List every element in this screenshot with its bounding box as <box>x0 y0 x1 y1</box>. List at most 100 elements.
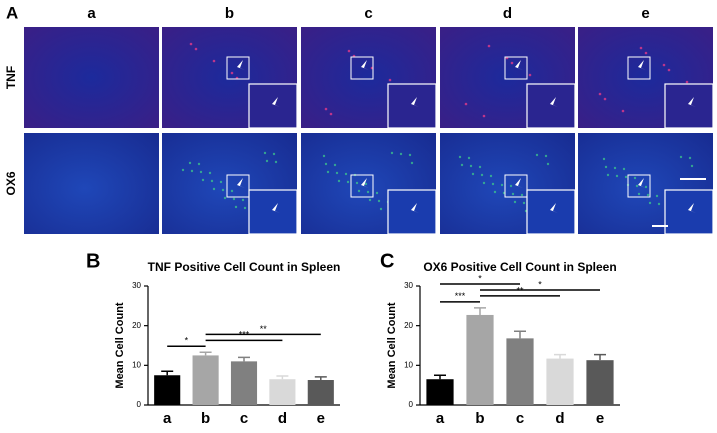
roi-box <box>504 174 528 198</box>
stain <box>241 198 245 202</box>
x-tick-label: e <box>596 410 604 427</box>
arrowhead <box>361 178 369 188</box>
stain <box>622 167 626 171</box>
column-label: b <box>225 5 234 22</box>
stain <box>230 71 234 75</box>
bar <box>546 358 574 405</box>
significance-label: * <box>538 279 542 289</box>
stain <box>379 207 383 211</box>
stain <box>388 78 392 82</box>
stain <box>234 205 238 209</box>
stain <box>500 183 504 187</box>
arrowhead <box>688 97 696 107</box>
stain <box>510 61 514 65</box>
stain <box>181 168 185 172</box>
stain <box>274 160 278 164</box>
error-bar <box>434 374 446 380</box>
roi-box <box>226 174 250 198</box>
stain <box>243 206 247 210</box>
stain <box>520 193 524 197</box>
arrowhead <box>515 60 523 70</box>
stain <box>377 199 381 203</box>
stain <box>613 166 617 170</box>
stain <box>646 193 650 197</box>
stain <box>366 190 370 194</box>
stain <box>399 152 403 156</box>
y-tick-label: 30 <box>132 281 141 290</box>
stain <box>487 44 491 48</box>
stain <box>210 179 214 183</box>
stain <box>637 192 641 196</box>
y-axis-label: Mean Cell Count <box>386 302 398 389</box>
stain <box>639 46 643 50</box>
x-tick-label: d <box>278 410 287 427</box>
stain <box>662 63 666 67</box>
row-label: OX6 <box>4 171 18 195</box>
stain <box>272 152 276 156</box>
arrowhead <box>272 97 280 107</box>
bar <box>230 361 258 405</box>
stain <box>458 155 462 159</box>
stain <box>357 189 361 193</box>
stain <box>364 182 368 186</box>
arrowhead <box>550 203 558 213</box>
column-label: c <box>364 5 372 22</box>
error-bar <box>276 375 289 380</box>
stain <box>528 73 532 77</box>
stain <box>265 159 269 163</box>
stain <box>212 187 216 191</box>
arrowhead <box>515 178 523 188</box>
significance-label: * <box>478 273 482 283</box>
stain <box>598 92 602 96</box>
inset <box>526 189 576 235</box>
roi-box <box>627 56 651 80</box>
stain <box>478 165 482 169</box>
stain <box>221 188 225 192</box>
stain <box>635 184 639 188</box>
arrowhead <box>272 203 280 213</box>
stain <box>324 107 328 111</box>
stain <box>324 162 328 166</box>
stain <box>344 172 348 176</box>
stain <box>644 185 648 189</box>
arrowhead <box>411 203 419 213</box>
significance-label: * <box>185 336 189 346</box>
y-tick-label: 0 <box>409 400 414 409</box>
stain <box>491 182 495 186</box>
chart-title: OX6 Positive Cell Count in Spleen <box>423 260 616 274</box>
stain <box>333 163 337 167</box>
roi-box <box>226 56 250 80</box>
stain <box>190 169 194 173</box>
stain <box>208 171 212 175</box>
bar <box>586 360 614 405</box>
bar <box>269 379 296 405</box>
stain <box>188 161 192 165</box>
inset <box>664 189 714 235</box>
column-label: a <box>87 5 96 22</box>
stain <box>326 170 330 174</box>
inset <box>387 83 437 129</box>
stain <box>493 190 497 194</box>
stain <box>322 154 326 158</box>
stain <box>263 151 267 155</box>
stain <box>212 59 216 63</box>
stain <box>219 180 223 184</box>
y-tick-label: 0 <box>137 400 142 409</box>
error-bar <box>594 353 606 361</box>
inset <box>248 189 298 235</box>
stain <box>679 155 683 159</box>
bar <box>307 380 334 405</box>
chart-title: TNF Positive Cell Count in Spleen <box>148 260 341 274</box>
stain <box>408 153 412 157</box>
error-bar <box>199 351 212 356</box>
stain <box>655 194 659 198</box>
stain <box>347 49 351 53</box>
stain <box>624 175 628 179</box>
stain <box>230 189 234 193</box>
error-bar <box>474 307 486 315</box>
stain <box>232 197 236 201</box>
arrowhead <box>550 97 558 107</box>
bar <box>192 355 219 405</box>
error-bar <box>554 353 566 359</box>
stain <box>223 196 227 200</box>
